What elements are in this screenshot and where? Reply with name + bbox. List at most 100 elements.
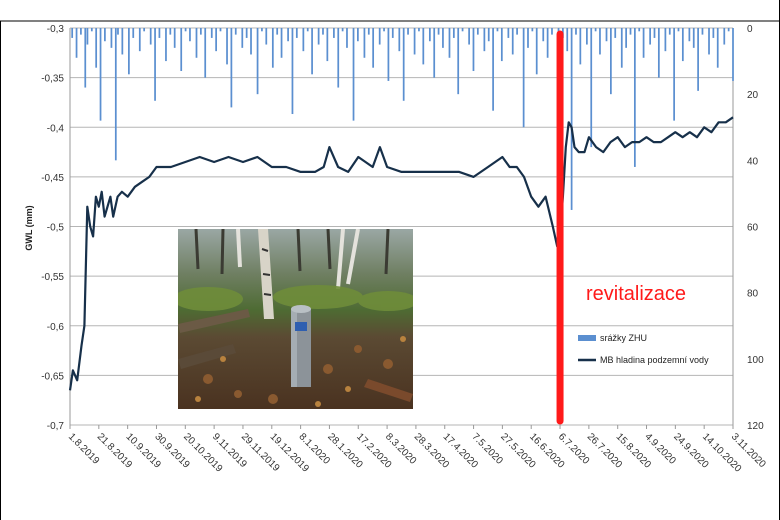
rain-bar	[302, 28, 305, 52]
rain-bar	[681, 28, 684, 62]
rain-bar	[158, 28, 161, 38]
rain-bar	[104, 28, 106, 42]
rain-bar	[496, 28, 499, 32]
rain-bar	[326, 28, 329, 62]
rain-bar	[346, 28, 348, 48]
rain-bar	[653, 28, 656, 38]
rain-bar	[99, 28, 102, 121]
gwl-line	[68, 116, 734, 391]
rain-bar	[418, 28, 420, 32]
rain-bar	[551, 28, 553, 35]
rain-bar	[708, 28, 710, 55]
y-axis-label: GWL (mm)	[24, 205, 34, 250]
left-tick-label: -0,4	[47, 123, 65, 134]
left-tick-label: -0,45	[41, 173, 64, 184]
rain-bar	[256, 28, 259, 95]
rain-bar	[287, 28, 289, 42]
left-tick-label: -0,6	[47, 322, 65, 333]
legend-label-gwl: MB hladina podzemní vody	[600, 355, 709, 365]
rain-bar	[413, 28, 416, 55]
rain-bar	[341, 28, 344, 32]
rain-bar	[363, 28, 366, 58]
rain-bar	[357, 28, 359, 42]
rain-bar	[457, 28, 460, 95]
rain-bar	[226, 28, 228, 65]
rain-bar	[437, 28, 440, 35]
right-tick-label: 40	[747, 156, 759, 167]
legend-swatch-rain	[578, 335, 596, 341]
rain-bar	[732, 28, 734, 81]
rain-bar	[132, 28, 135, 38]
photo-groundwater-well	[178, 229, 413, 409]
rain-bar	[422, 28, 425, 65]
rain-bar	[599, 28, 601, 55]
rain-bar	[688, 28, 691, 42]
right-tick-label: 0	[747, 24, 753, 35]
left-axis: -0,3 -0,35 -0,4 -0,45 -0,5 -0,55 -0,6 -0,65 -0,7	[41, 24, 64, 432]
rain-bar	[295, 28, 298, 38]
rain-bar	[428, 28, 431, 42]
rain-bar	[71, 28, 74, 38]
rain-bar	[487, 28, 490, 42]
rain-bar	[522, 28, 525, 128]
rain-bar	[673, 28, 675, 121]
rain-bar	[677, 28, 680, 32]
rain-bars	[71, 28, 734, 210]
rain-bar	[80, 28, 82, 35]
rain-bar	[241, 28, 244, 48]
rain-bar	[570, 28, 573, 210]
rain-bar	[609, 28, 612, 95]
rain-bar	[391, 28, 394, 38]
rain-bar	[642, 28, 645, 58]
rain-bar	[472, 28, 475, 72]
rain-bar	[620, 28, 623, 68]
left-tick-label: -0,55	[41, 272, 64, 283]
rain-bar	[516, 28, 518, 35]
rain-bar	[664, 28, 667, 52]
rain-bar	[507, 28, 510, 38]
rain-bar	[180, 28, 183, 72]
rain-bar	[383, 28, 385, 32]
rain-bar	[575, 28, 577, 35]
rain-bar	[165, 28, 167, 62]
x-axis: 1.8.201921.8.201910.9.201930.9.201920.10…	[66, 425, 768, 475]
rain-bar	[614, 28, 617, 38]
rain-bar	[398, 28, 401, 52]
rain-bar	[527, 28, 529, 48]
rain-bar	[511, 28, 514, 55]
rain-bar	[387, 28, 390, 81]
rain-bar	[121, 28, 124, 55]
rain-bar	[452, 28, 455, 38]
rain-bar	[261, 28, 263, 32]
rain-bar	[692, 28, 695, 48]
rain-bar	[210, 28, 213, 38]
rain-bar	[442, 28, 444, 48]
rain-bar	[448, 28, 451, 58]
rain-bar	[701, 28, 704, 35]
rain-bar	[317, 28, 320, 45]
rain-bar	[234, 28, 237, 35]
left-tick-label: -0,35	[41, 74, 64, 85]
rain-bar	[114, 28, 117, 161]
rain-bar	[638, 28, 641, 32]
rain-bar	[271, 28, 274, 68]
gwl-line-group	[68, 116, 734, 391]
rain-bar	[195, 28, 198, 58]
rain-bar	[110, 28, 113, 48]
rain-bar	[219, 28, 222, 32]
rain-bar	[352, 28, 355, 121]
rain-bar	[697, 28, 699, 91]
rain-bar	[75, 28, 78, 58]
rain-bar	[367, 28, 370, 35]
rain-bar	[149, 28, 152, 45]
rain-bar	[657, 28, 660, 78]
left-tick-label: -0,65	[41, 371, 64, 382]
rain-bar	[483, 28, 486, 52]
rain-bar	[629, 28, 632, 35]
rain-bar	[542, 28, 545, 42]
rain-bar	[138, 28, 141, 52]
rain-bar	[500, 28, 503, 62]
rain-bar	[291, 28, 294, 115]
